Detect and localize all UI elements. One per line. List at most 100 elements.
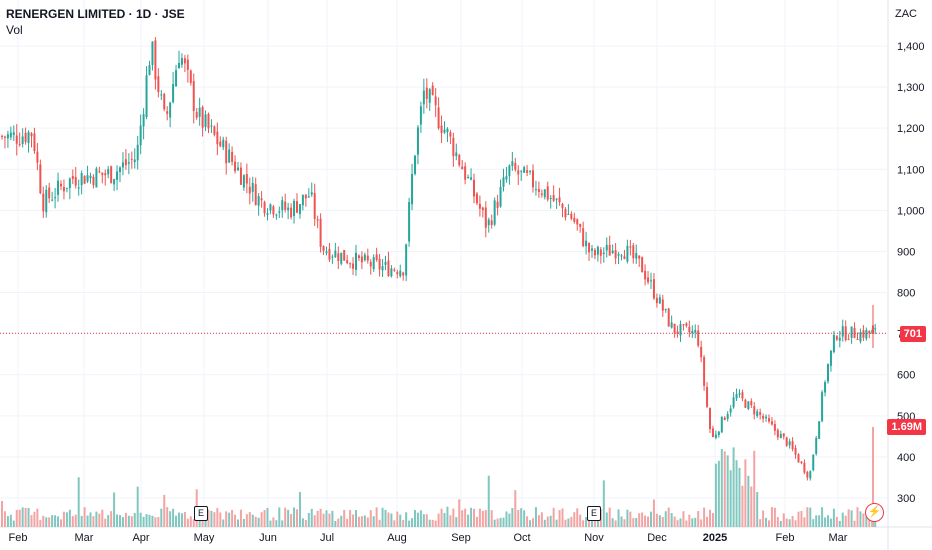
- candle-body: [175, 70, 178, 87]
- candle-body: [319, 218, 322, 247]
- candle-body: [738, 393, 741, 395]
- volume-bar: [101, 509, 104, 527]
- volume-bar: [340, 515, 343, 527]
- volume-bar: [679, 518, 682, 527]
- volume-bar: [835, 516, 838, 527]
- volume-bar: [36, 508, 39, 527]
- candle-body: [201, 107, 204, 128]
- volume-bar: [254, 516, 257, 527]
- candle-body: [723, 417, 726, 421]
- time-tick-label: Mar: [75, 532, 94, 544]
- candle-body: [841, 326, 844, 337]
- volume-bar: [408, 520, 411, 527]
- candle-body: [838, 337, 841, 341]
- candle-body: [620, 255, 623, 257]
- volume-bar: [83, 507, 86, 527]
- volume-bar: [357, 516, 360, 527]
- volume-bar: [180, 513, 183, 527]
- volume-bar: [175, 515, 178, 527]
- volume-bar: [378, 519, 381, 527]
- candle-body: [464, 166, 467, 180]
- volume-bar: [806, 507, 809, 527]
- lightning-icon[interactable]: ⚡: [865, 503, 884, 522]
- volume-bar: [759, 519, 762, 527]
- candle-body: [51, 199, 54, 201]
- volume-bar: [192, 519, 195, 527]
- volume-bar: [638, 513, 641, 527]
- volume-bar: [549, 515, 552, 527]
- volume-bar: [74, 514, 77, 527]
- price-axis: 1,4001,3001,2001,1001,000900800700600500…: [897, 41, 925, 505]
- time-tick-label: Oct: [513, 532, 530, 544]
- candle-body: [481, 207, 484, 211]
- volume-bar: [470, 507, 473, 527]
- volume-bar: [797, 511, 800, 527]
- candle-body: [850, 326, 853, 338]
- candle-body: [537, 188, 540, 192]
- volume-bar: [186, 518, 189, 527]
- candle-body: [340, 252, 343, 264]
- volume-bar: [461, 510, 464, 527]
- earnings-badge[interactable]: E: [194, 506, 208, 521]
- candle-body: [709, 408, 711, 430]
- volume-bar: [237, 519, 239, 527]
- volume-bar: [552, 507, 555, 527]
- candle-body: [60, 183, 62, 187]
- volume-bar: [585, 517, 588, 527]
- volume-bar: [104, 518, 107, 527]
- candle-body: [83, 176, 86, 184]
- volume-bar: [154, 517, 157, 527]
- candle-body: [62, 186, 65, 192]
- candle-body: [434, 96, 437, 106]
- candle-body: [346, 260, 349, 264]
- candle-body: [753, 406, 756, 415]
- volume-bar: [263, 509, 266, 527]
- volume-bar: [272, 517, 275, 527]
- candle-body: [27, 132, 30, 144]
- volume-bar: [540, 512, 543, 527]
- volume-bar: [68, 509, 71, 527]
- volume-bar: [691, 518, 694, 527]
- earnings-badge[interactable]: E: [587, 506, 601, 521]
- candle-body: [576, 219, 579, 225]
- volume-bar: [596, 515, 599, 527]
- candle-body: [658, 297, 661, 304]
- candle-body: [104, 173, 107, 176]
- candle-body: [396, 272, 399, 275]
- candle-body: [741, 392, 744, 399]
- volume-bar: [558, 510, 561, 527]
- candle-body: [139, 125, 142, 146]
- currency-label[interactable]: ZAC: [895, 8, 917, 20]
- volume-bar: [487, 475, 490, 527]
- volume-bar: [832, 508, 835, 527]
- candle-body: [352, 263, 355, 269]
- volume-bar: [644, 515, 647, 527]
- volume-bar: [301, 518, 304, 527]
- volume-bar: [160, 508, 163, 527]
- volume-bar: [682, 511, 685, 527]
- volume-bar: [352, 514, 355, 527]
- volume-bar: [455, 517, 458, 527]
- volume-bar: [694, 517, 697, 527]
- volume-bar: [396, 511, 399, 527]
- candle-body: [868, 330, 871, 334]
- volume-bar: [80, 515, 83, 527]
- volume-bar: [617, 509, 620, 527]
- candle-body: [228, 149, 231, 163]
- volume-bar: [275, 520, 278, 527]
- last-price-tag: 701: [899, 326, 926, 342]
- candle-body: [254, 184, 257, 205]
- volume-bar: [127, 515, 130, 527]
- price-tick-label: 1,400: [897, 41, 925, 53]
- candle-body: [446, 128, 449, 133]
- candle-body: [685, 323, 688, 326]
- volume-bar: [331, 510, 334, 527]
- candle-body: [641, 257, 644, 273]
- volume-bar: [523, 510, 526, 527]
- volume-bar: [296, 509, 298, 527]
- volume-bar: [169, 511, 172, 527]
- volume-bar: [402, 519, 405, 527]
- candle-body: [818, 421, 821, 439]
